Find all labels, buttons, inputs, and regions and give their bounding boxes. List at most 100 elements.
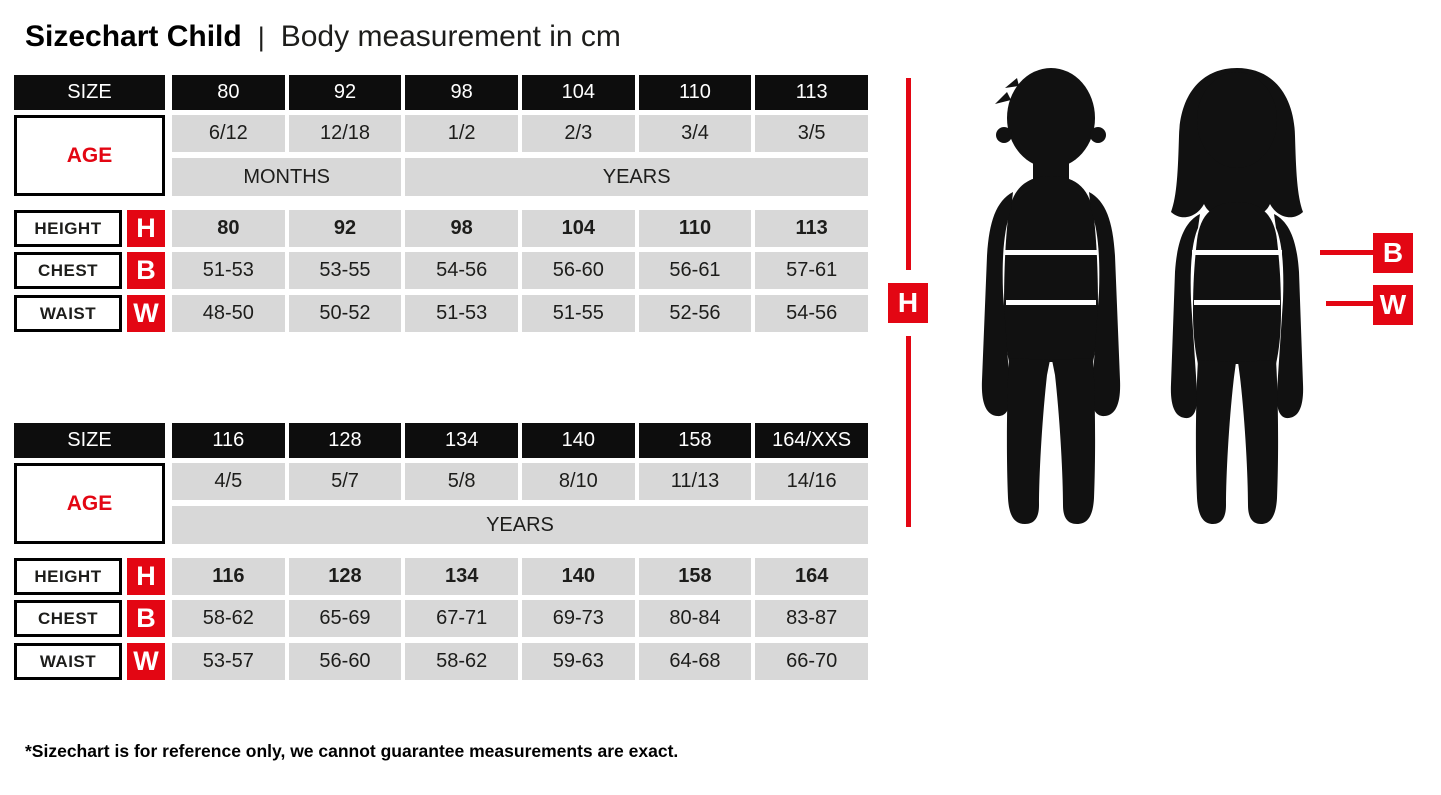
height-cell: 80 [172,210,285,247]
waist-cells: 53-57 56-60 58-62 59-63 64-68 66-70 [172,643,868,680]
waist-cell: 64-68 [638,643,752,680]
height-cell: 110 [638,210,752,247]
waist-label: WAIST [14,295,122,332]
height-indicator-badge: H [888,283,928,323]
chest-cell: 83-87 [755,600,868,637]
age-rows: AGE 4/5 5/7 5/8 8/10 11/13 14/16 YEARS [14,463,868,544]
waist-abbr-badge: W [127,643,165,680]
height-row-label: HEIGHT H [14,558,165,595]
age-cell: 5/8 [405,463,518,500]
waist-cell: 66-70 [755,643,868,680]
age-cell: 6/12 [172,115,285,152]
height-cell: 92 [288,210,402,247]
size-cell: 116 [172,423,285,458]
waist-cell: 53-57 [172,643,285,680]
boy-waist-measure-line [1006,300,1096,305]
age-cells: 4/5 5/7 5/8 8/10 11/13 14/16 [172,463,868,500]
size-cell: 80 [172,75,285,110]
waist-abbr-badge: W [127,295,165,332]
waist-row: WAIST W 48-50 50-52 51-53 51-55 52-56 54-56 [14,295,868,332]
waist-cell: 54-56 [755,295,868,332]
waist-row: WAIST W 53-57 56-60 58-62 59-63 64-68 66-70 [14,643,868,680]
age-cell: 4/5 [172,463,285,500]
age-cell: 11/13 [638,463,752,500]
height-row: HEIGHT H 116 128 134 140 158 164 [14,558,868,595]
height-cell: 134 [405,558,518,595]
chest-cell: 56-61 [638,252,752,289]
age-cells: 6/12 12/18 1/2 2/3 3/4 3/5 [172,115,868,152]
waist-cell: 59-63 [521,643,635,680]
age-unit-cells: MONTHS YEARS [172,158,868,196]
age-cell: 8/10 [521,463,635,500]
size-cell: 110 [638,75,752,110]
footnote: *Sizechart is for reference only, we can… [25,741,679,761]
waist-cell: 51-55 [521,295,635,332]
height-label: HEIGHT [14,558,122,595]
size-row: SIZE 116 128 134 140 158 164/XXS [14,423,868,458]
size-cell: 92 [288,75,402,110]
size-cell: 98 [405,75,518,110]
age-row-label: AGE [14,115,165,196]
page-title-main: Sizechart Child [25,20,242,53]
chest-cells: 51-53 53-55 54-56 56-60 56-61 57-61 [172,252,868,289]
boy-chest-measure-line [1004,250,1098,255]
age-cell: 2/3 [521,115,635,152]
size-cells: 116 128 134 140 158 164/XXS [172,423,868,458]
height-cells: 80 92 98 104 110 113 [172,210,868,247]
height-cell: 128 [288,558,402,595]
age-cell: 3/5 [755,115,868,152]
height-cell: 158 [638,558,752,595]
waist-cell: 51-53 [405,295,518,332]
chest-row-label: CHEST B [14,252,165,289]
size-cells: 80 92 98 104 110 113 [172,75,868,110]
waist-indicator-badge: W [1373,285,1413,325]
age-cell: 1/2 [405,115,518,152]
height-row: HEIGHT H 80 92 98 104 110 113 [14,210,868,247]
size-cell: 158 [638,423,752,458]
height-cell: 113 [755,210,868,247]
size-cell: 134 [405,423,518,458]
page-title-separator: | [257,22,265,52]
chest-label: CHEST [14,252,122,289]
chest-cell: 53-55 [288,252,402,289]
height-cell: 140 [521,558,635,595]
age-cell: 5/7 [288,463,402,500]
chest-cell: 65-69 [288,600,402,637]
girl-waist-measure-line [1194,300,1280,305]
waist-cells: 48-50 50-52 51-53 51-55 52-56 54-56 [172,295,868,332]
height-row-label: HEIGHT H [14,210,165,247]
boy-silhouette [981,68,1121,524]
chest-cell: 54-56 [405,252,518,289]
chest-row: CHEST B 58-62 65-69 67-71 69-73 80-84 83-87 [14,600,868,637]
size-cell: 128 [288,423,402,458]
chest-cell: 67-71 [405,600,518,637]
chest-abbr-badge: B [127,252,165,289]
chest-cell: 80-84 [638,600,752,637]
size-cell: 113 [755,75,868,110]
size-table-small: SIZE 80 92 98 104 110 113 AGE 6/12 12/18 1/2 2/3… [14,75,868,332]
size-cell: 164/XXS [755,423,868,458]
waist-label: WAIST [14,643,122,680]
page-title: Sizechart Child | Body measurement in cm [25,20,621,54]
size-row: SIZE 80 92 98 104 110 113 [14,75,868,110]
waist-cell: 48-50 [172,295,285,332]
chest-row: CHEST B 51-53 53-55 54-56 56-60 56-61 57-61 [14,252,868,289]
chest-cell: 58-62 [172,600,285,637]
height-abbr-badge: H [127,210,165,247]
chest-label: CHEST [14,600,122,637]
size-cell: 140 [521,423,635,458]
chest-cell: 69-73 [521,600,635,637]
height-cell: 98 [405,210,518,247]
height-abbr-badge: H [127,558,165,595]
size-table-large: SIZE 116 128 134 140 158 164/XXS AGE 4/5 5/7 5/… [14,423,868,680]
chest-row-label: CHEST B [14,600,165,637]
chest-indicator-line [1320,250,1373,255]
page-title-subtitle: Body measurement in cm [280,20,621,53]
age-cell: 14/16 [755,463,868,500]
chest-abbr-badge: B [127,600,165,637]
girl-silhouette [1170,68,1304,524]
height-label: HEIGHT [14,210,122,247]
chest-cell: 51-53 [172,252,285,289]
size-cell: 104 [521,75,635,110]
